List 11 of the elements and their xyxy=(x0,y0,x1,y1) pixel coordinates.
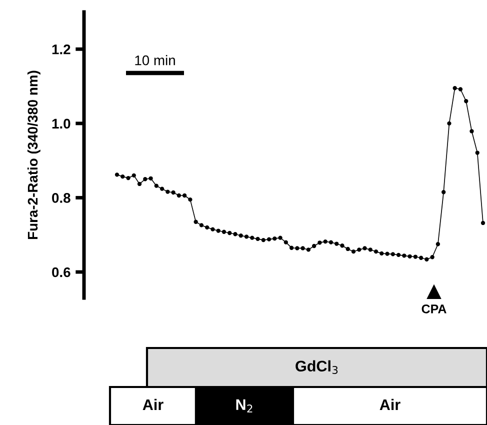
y-tick-label: 1.0 xyxy=(52,118,70,129)
y-tick-label: 0.8 xyxy=(52,193,70,203)
text: N$_{2}$ xyxy=(236,399,252,412)
text: CPA xyxy=(422,304,446,314)
y-tick-label: 0.6 xyxy=(52,267,70,278)
y-tick-label: 1.2 xyxy=(52,44,70,54)
text: GdCl$_{3}$ xyxy=(296,360,338,374)
text: Air xyxy=(142,398,164,410)
y-axis-title: Fura-2-Ratio (340/380 nm) xyxy=(27,70,40,239)
text: Air xyxy=(380,398,400,410)
annotation: 10 min xyxy=(135,55,175,66)
